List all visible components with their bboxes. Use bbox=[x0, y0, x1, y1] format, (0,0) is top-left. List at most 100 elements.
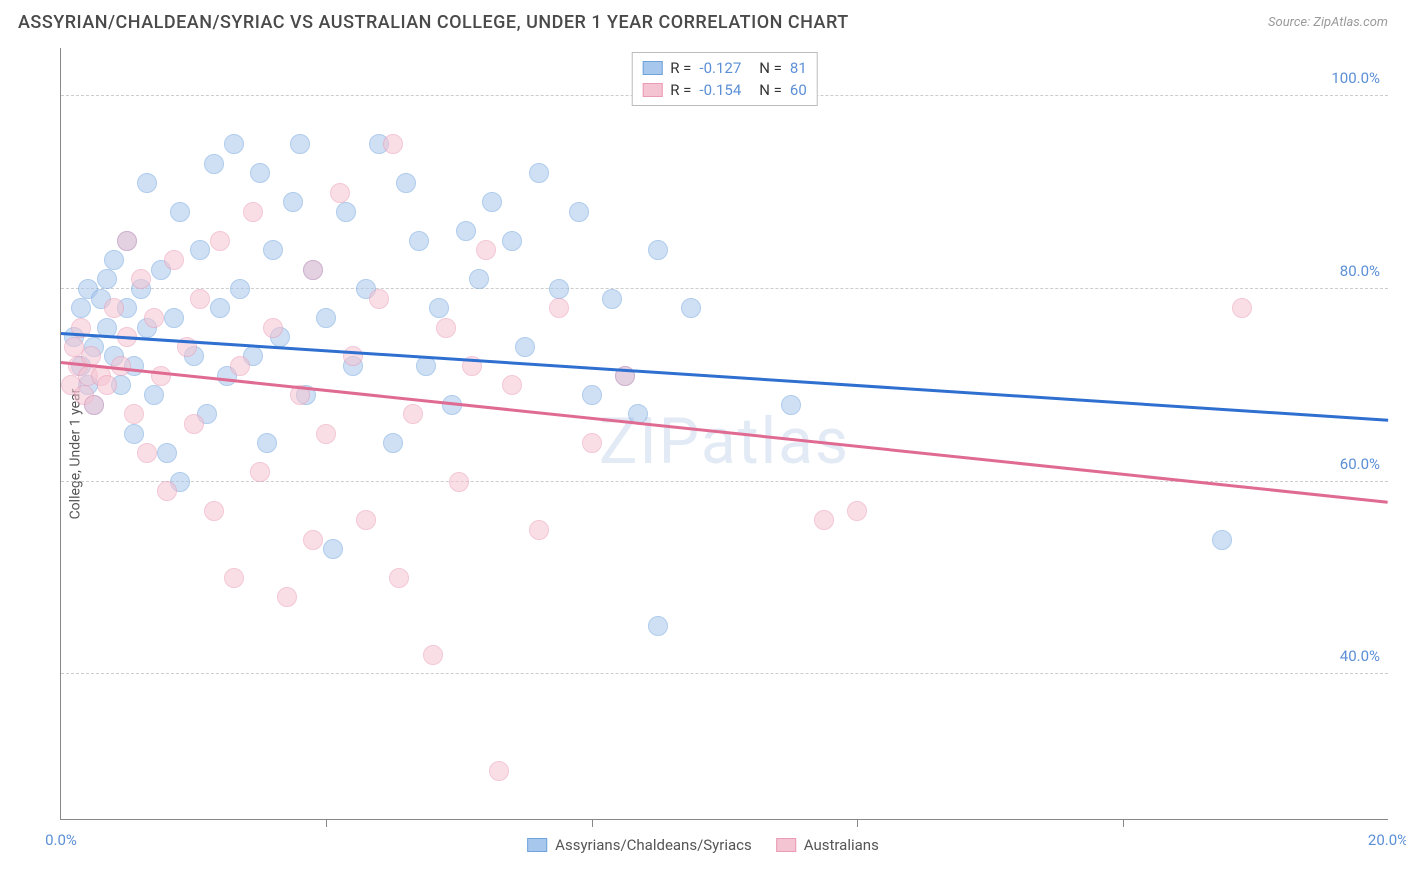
chart-header: ASSYRIAN/CHALDEAN/SYRIAC VS AUSTRALIAN C… bbox=[0, 0, 1406, 41]
scatter-point bbox=[204, 501, 224, 521]
chart-container: College, Under 1 year ZIPatlas R =-0.127… bbox=[18, 48, 1388, 860]
scatter-point bbox=[164, 308, 184, 328]
scatter-point bbox=[814, 510, 834, 530]
scatter-point bbox=[648, 240, 668, 260]
scatter-point bbox=[502, 231, 522, 251]
legend-item: Assyrians/Chaldeans/Syriacs bbox=[527, 836, 752, 854]
legend-r-value: -0.127 bbox=[699, 59, 741, 77]
scatter-point bbox=[131, 269, 151, 289]
scatter-point bbox=[502, 375, 522, 395]
scatter-point bbox=[582, 385, 602, 405]
legend-n-value: 81 bbox=[790, 59, 807, 77]
scatter-point bbox=[436, 318, 456, 338]
scatter-point bbox=[515, 337, 535, 357]
series-legend: Assyrians/Chaldeans/Syriacs Australians bbox=[527, 836, 879, 854]
scatter-point bbox=[303, 260, 323, 280]
y-tick-label: 80.0% bbox=[1340, 262, 1380, 280]
scatter-point bbox=[157, 481, 177, 501]
scatter-point bbox=[71, 298, 91, 318]
scatter-point bbox=[277, 587, 297, 607]
scatter-point bbox=[416, 356, 436, 376]
scatter-point bbox=[549, 279, 569, 299]
x-tick bbox=[592, 819, 593, 827]
legend-swatch bbox=[642, 61, 662, 75]
scatter-point bbox=[330, 183, 350, 203]
scatter-point bbox=[230, 356, 250, 376]
scatter-point bbox=[144, 308, 164, 328]
chart-title: ASSYRIAN/CHALDEAN/SYRIAC VS AUSTRALIAN C… bbox=[18, 12, 849, 33]
gridline bbox=[61, 673, 1388, 674]
y-tick-label: 100.0% bbox=[1331, 69, 1380, 87]
x-tick-label: 0.0% bbox=[45, 831, 77, 849]
scatter-point bbox=[316, 424, 336, 444]
legend-n-label: N = bbox=[759, 59, 782, 77]
scatter-point bbox=[569, 202, 589, 222]
scatter-point bbox=[429, 298, 449, 318]
scatter-point bbox=[482, 192, 502, 212]
scatter-point bbox=[476, 240, 496, 260]
scatter-point bbox=[847, 501, 867, 521]
scatter-point bbox=[157, 443, 177, 463]
x-tick bbox=[326, 819, 327, 827]
scatter-point bbox=[124, 404, 144, 424]
legend-swatch bbox=[642, 83, 662, 97]
scatter-point bbox=[1232, 298, 1252, 318]
scatter-point bbox=[124, 424, 144, 444]
scatter-point bbox=[97, 375, 117, 395]
legend-n-label: N = bbox=[759, 81, 782, 99]
scatter-point bbox=[449, 472, 469, 492]
legend-r-label: R = bbox=[670, 59, 691, 77]
scatter-point bbox=[316, 308, 336, 328]
scatter-point bbox=[529, 163, 549, 183]
scatter-point bbox=[602, 289, 622, 309]
scatter-point bbox=[303, 530, 323, 550]
scatter-point bbox=[151, 366, 171, 386]
scatter-point bbox=[343, 346, 363, 366]
legend-swatch bbox=[776, 838, 796, 852]
scatter-point bbox=[781, 395, 801, 415]
scatter-point bbox=[383, 134, 403, 154]
scatter-point bbox=[230, 279, 250, 299]
scatter-point bbox=[383, 433, 403, 453]
scatter-point bbox=[104, 250, 124, 270]
y-tick-label: 40.0% bbox=[1340, 647, 1380, 665]
scatter-point bbox=[137, 173, 157, 193]
scatter-point bbox=[489, 761, 509, 781]
gridline bbox=[61, 288, 1388, 289]
scatter-point bbox=[423, 645, 443, 665]
plot-area: ZIPatlas R =-0.127N =81R =-0.154N =60 40… bbox=[60, 48, 1388, 820]
correlation-legend: R = -0.127 N = 81 R =-0.154N =60 bbox=[631, 52, 818, 106]
scatter-point bbox=[190, 240, 210, 260]
scatter-point bbox=[336, 202, 356, 222]
scatter-point bbox=[356, 510, 376, 530]
scatter-point bbox=[250, 462, 270, 482]
scatter-point bbox=[210, 231, 230, 251]
scatter-point bbox=[170, 202, 190, 222]
scatter-point bbox=[104, 298, 124, 318]
scatter-point bbox=[290, 134, 310, 154]
legend-r-label: R = bbox=[670, 81, 691, 99]
scatter-point bbox=[396, 173, 416, 193]
scatter-point bbox=[529, 520, 549, 540]
y-tick-label: 60.0% bbox=[1340, 455, 1380, 473]
legend-label: Australians bbox=[804, 836, 879, 854]
scatter-point bbox=[97, 269, 117, 289]
scatter-point bbox=[210, 298, 230, 318]
scatter-point bbox=[190, 289, 210, 309]
scatter-point bbox=[137, 443, 157, 463]
scatter-point bbox=[243, 202, 263, 222]
scatter-point bbox=[409, 231, 429, 251]
scatter-point bbox=[84, 395, 104, 415]
scatter-point bbox=[257, 433, 277, 453]
x-tick bbox=[857, 819, 858, 827]
scatter-point bbox=[283, 192, 303, 212]
scatter-point bbox=[204, 154, 224, 174]
legend-item: Australians bbox=[776, 836, 879, 854]
scatter-point bbox=[389, 568, 409, 588]
legend-stat-row: R =-0.154N =60 bbox=[642, 79, 807, 101]
scatter-point bbox=[323, 539, 343, 559]
scatter-point bbox=[469, 269, 489, 289]
x-tick bbox=[1123, 819, 1124, 827]
source-attribution: Source: ZipAtlas.com bbox=[1268, 15, 1388, 30]
scatter-point bbox=[144, 385, 164, 405]
